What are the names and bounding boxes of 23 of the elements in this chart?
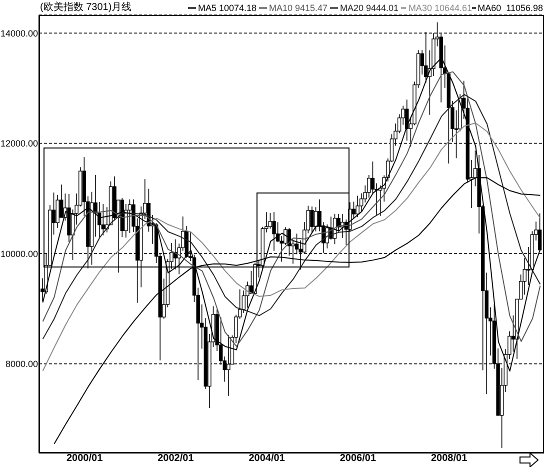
legend-label: MA5 10074.18	[198, 2, 257, 15]
candlestick	[128, 199, 132, 234]
chart-title: (欧美指数 7301)月线	[40, 1, 133, 15]
candlestick	[314, 206, 318, 232]
legend-label: MA60 11056.98	[478, 2, 543, 15]
candlestick	[101, 204, 105, 236]
line-series	[42, 122, 541, 372]
candlestick	[124, 204, 128, 238]
legend-label: MA20 9444.01	[340, 2, 399, 15]
x-tick-label: 2004/01	[248, 453, 286, 464]
x-tick-label: 2008/01	[430, 453, 468, 464]
candlestick	[272, 212, 276, 252]
candlestick	[356, 195, 360, 218]
candlestick	[310, 206, 314, 234]
legend-label: MA10 9415.47	[269, 2, 328, 15]
y-tick-label: 12000.00	[0, 138, 38, 149]
x-tick-label: 2000/01	[66, 453, 104, 464]
y-tick-label: 10000.00	[0, 248, 38, 259]
x-tick-label: 2002/01	[158, 453, 194, 464]
y-tick-label: 8000.00	[5, 358, 38, 369]
legend-label: MA30 10644.61	[408, 2, 472, 15]
x-tick-label: 2006/01	[340, 453, 376, 464]
y-tick-label: 14000.00	[0, 28, 38, 38]
